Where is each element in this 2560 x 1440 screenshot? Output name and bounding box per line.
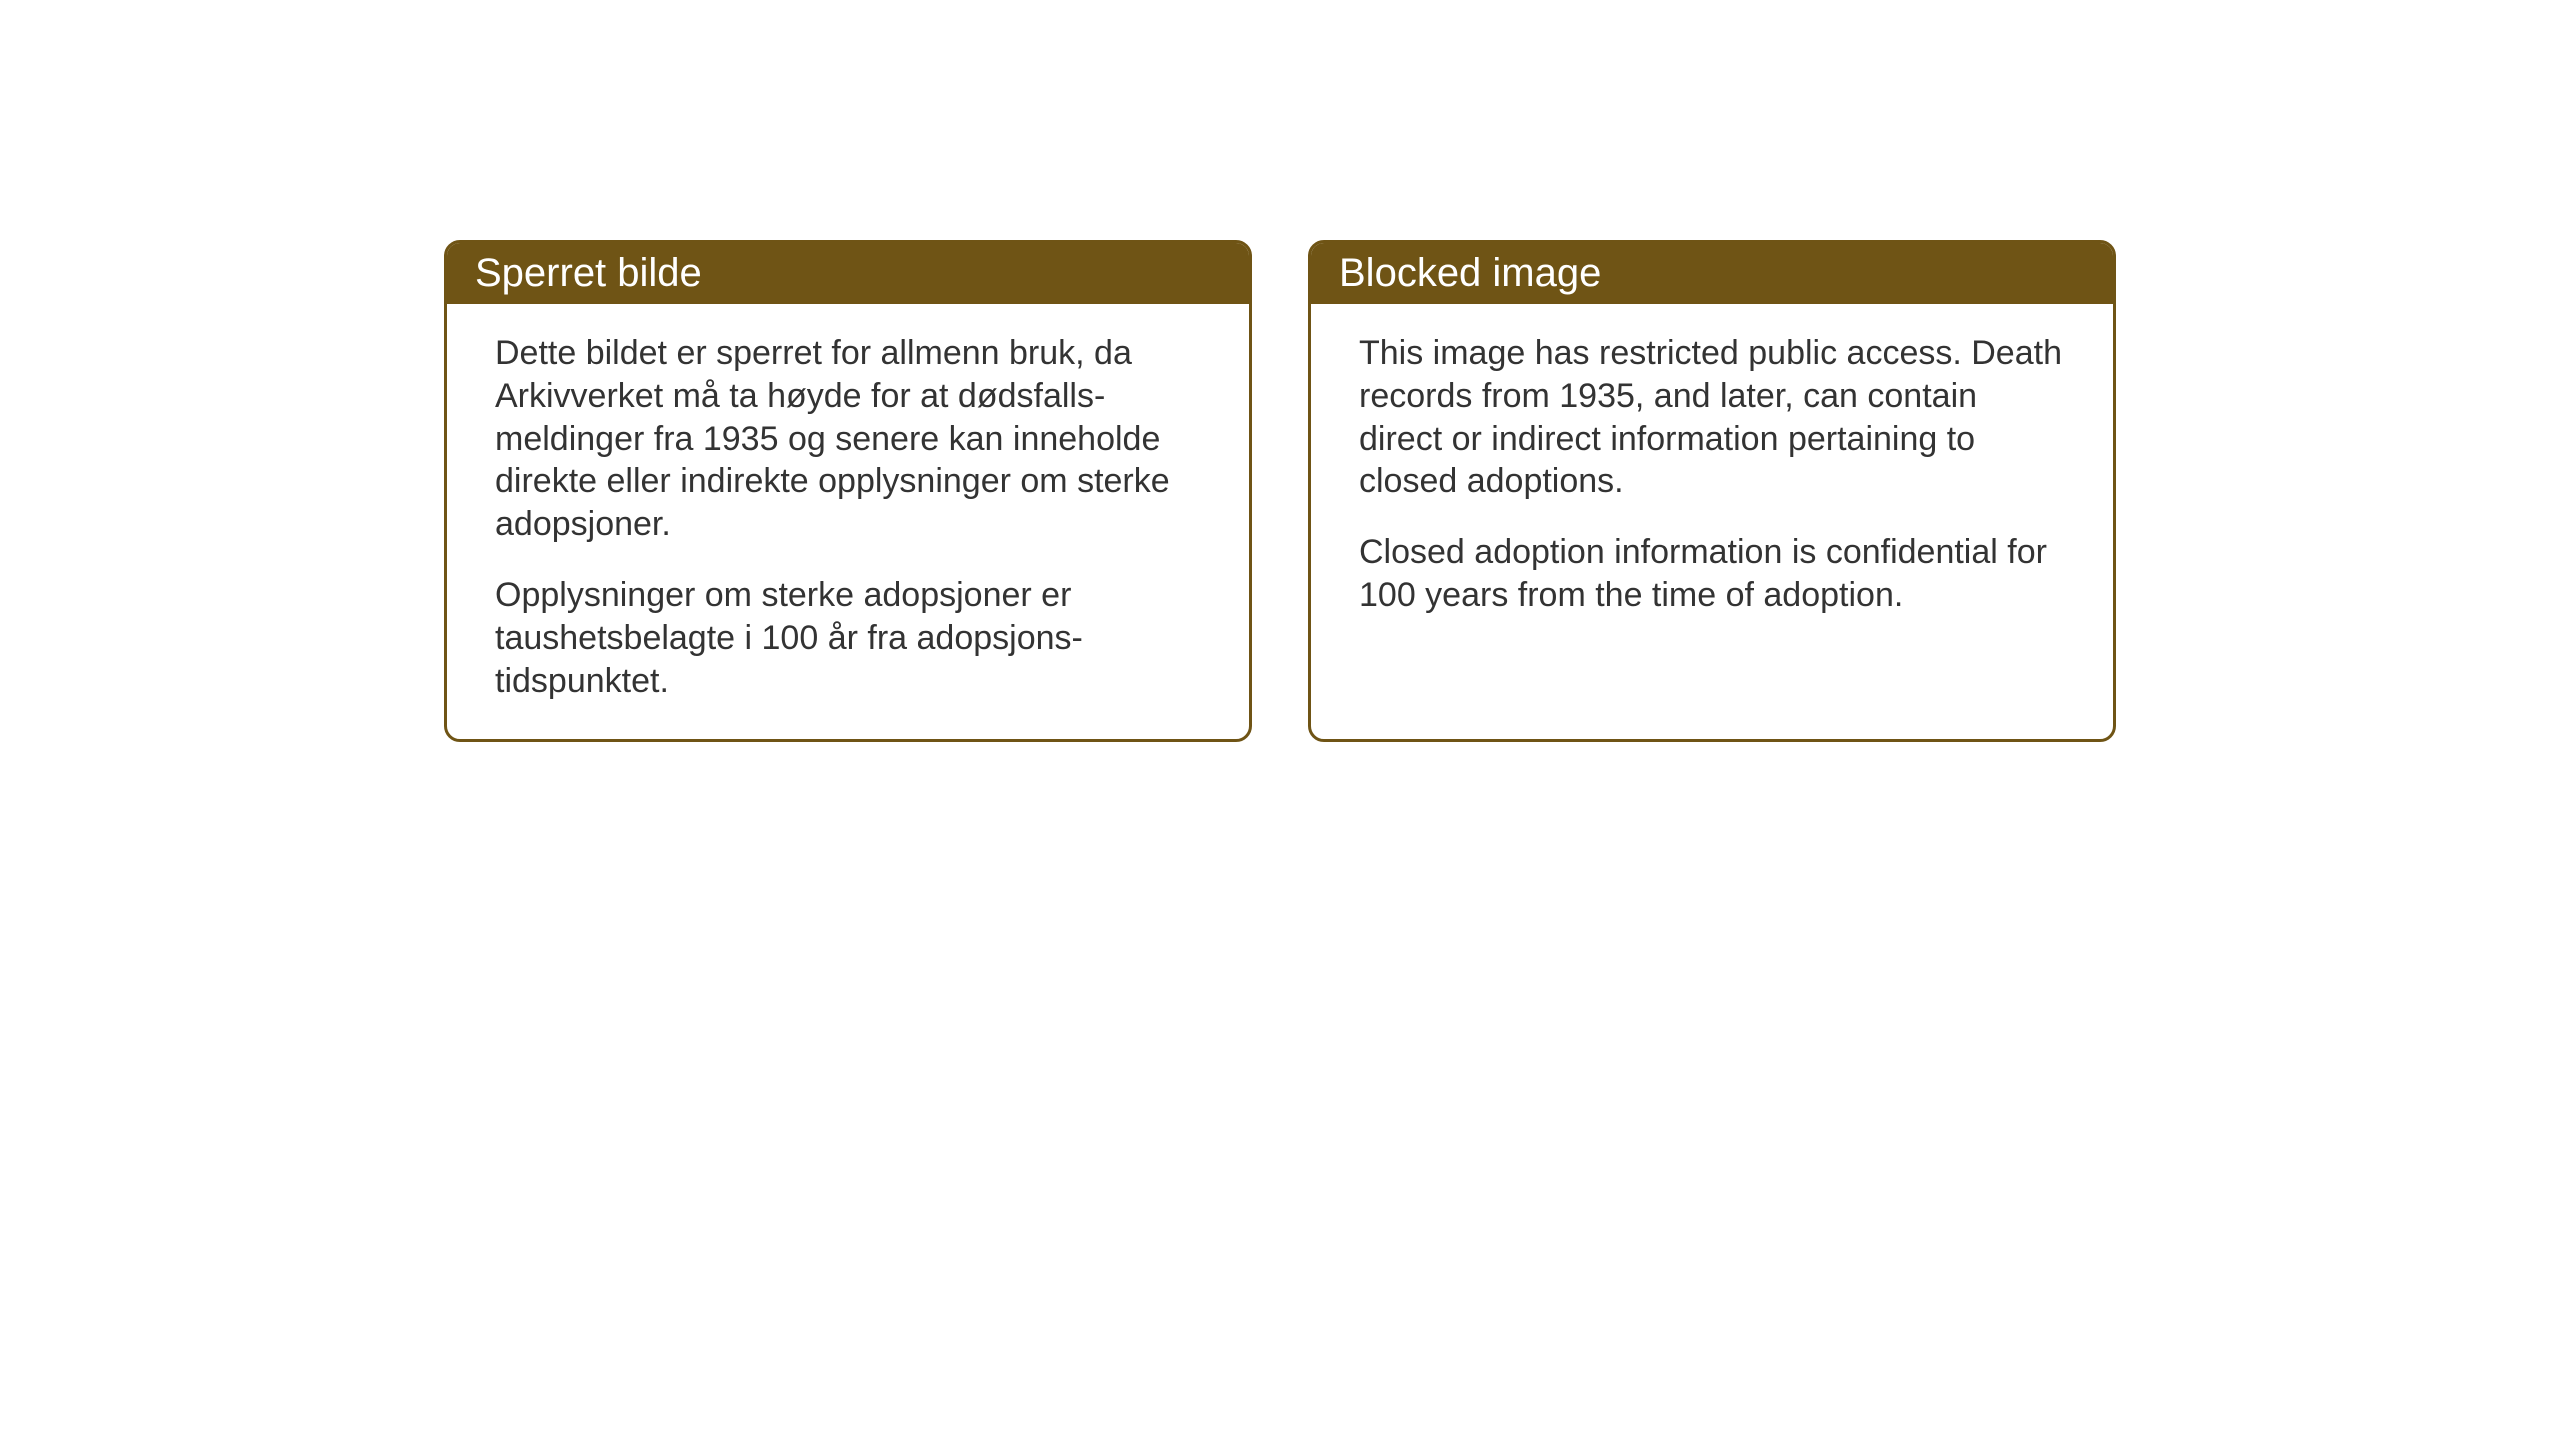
card-paragraph: Dette bildet er sperret for allmenn bruk… [495, 332, 1201, 546]
card-title: Blocked image [1339, 251, 1601, 295]
card-paragraph: Opplysninger om sterke adopsjoner er tau… [495, 574, 1201, 702]
notice-card-english: Blocked image This image has restricted … [1308, 240, 2116, 742]
notice-container: Sperret bilde Dette bildet er sperret fo… [444, 240, 2116, 742]
card-paragraph: This image has restricted public access.… [1359, 332, 2065, 503]
card-body: This image has restricted public access.… [1311, 304, 2113, 653]
card-header: Blocked image [1311, 243, 2113, 304]
card-header: Sperret bilde [447, 243, 1249, 304]
card-title: Sperret bilde [475, 251, 702, 295]
card-body: Dette bildet er sperret for allmenn bruk… [447, 304, 1249, 739]
notice-card-norwegian: Sperret bilde Dette bildet er sperret fo… [444, 240, 1252, 742]
card-paragraph: Closed adoption information is confident… [1359, 531, 2065, 617]
